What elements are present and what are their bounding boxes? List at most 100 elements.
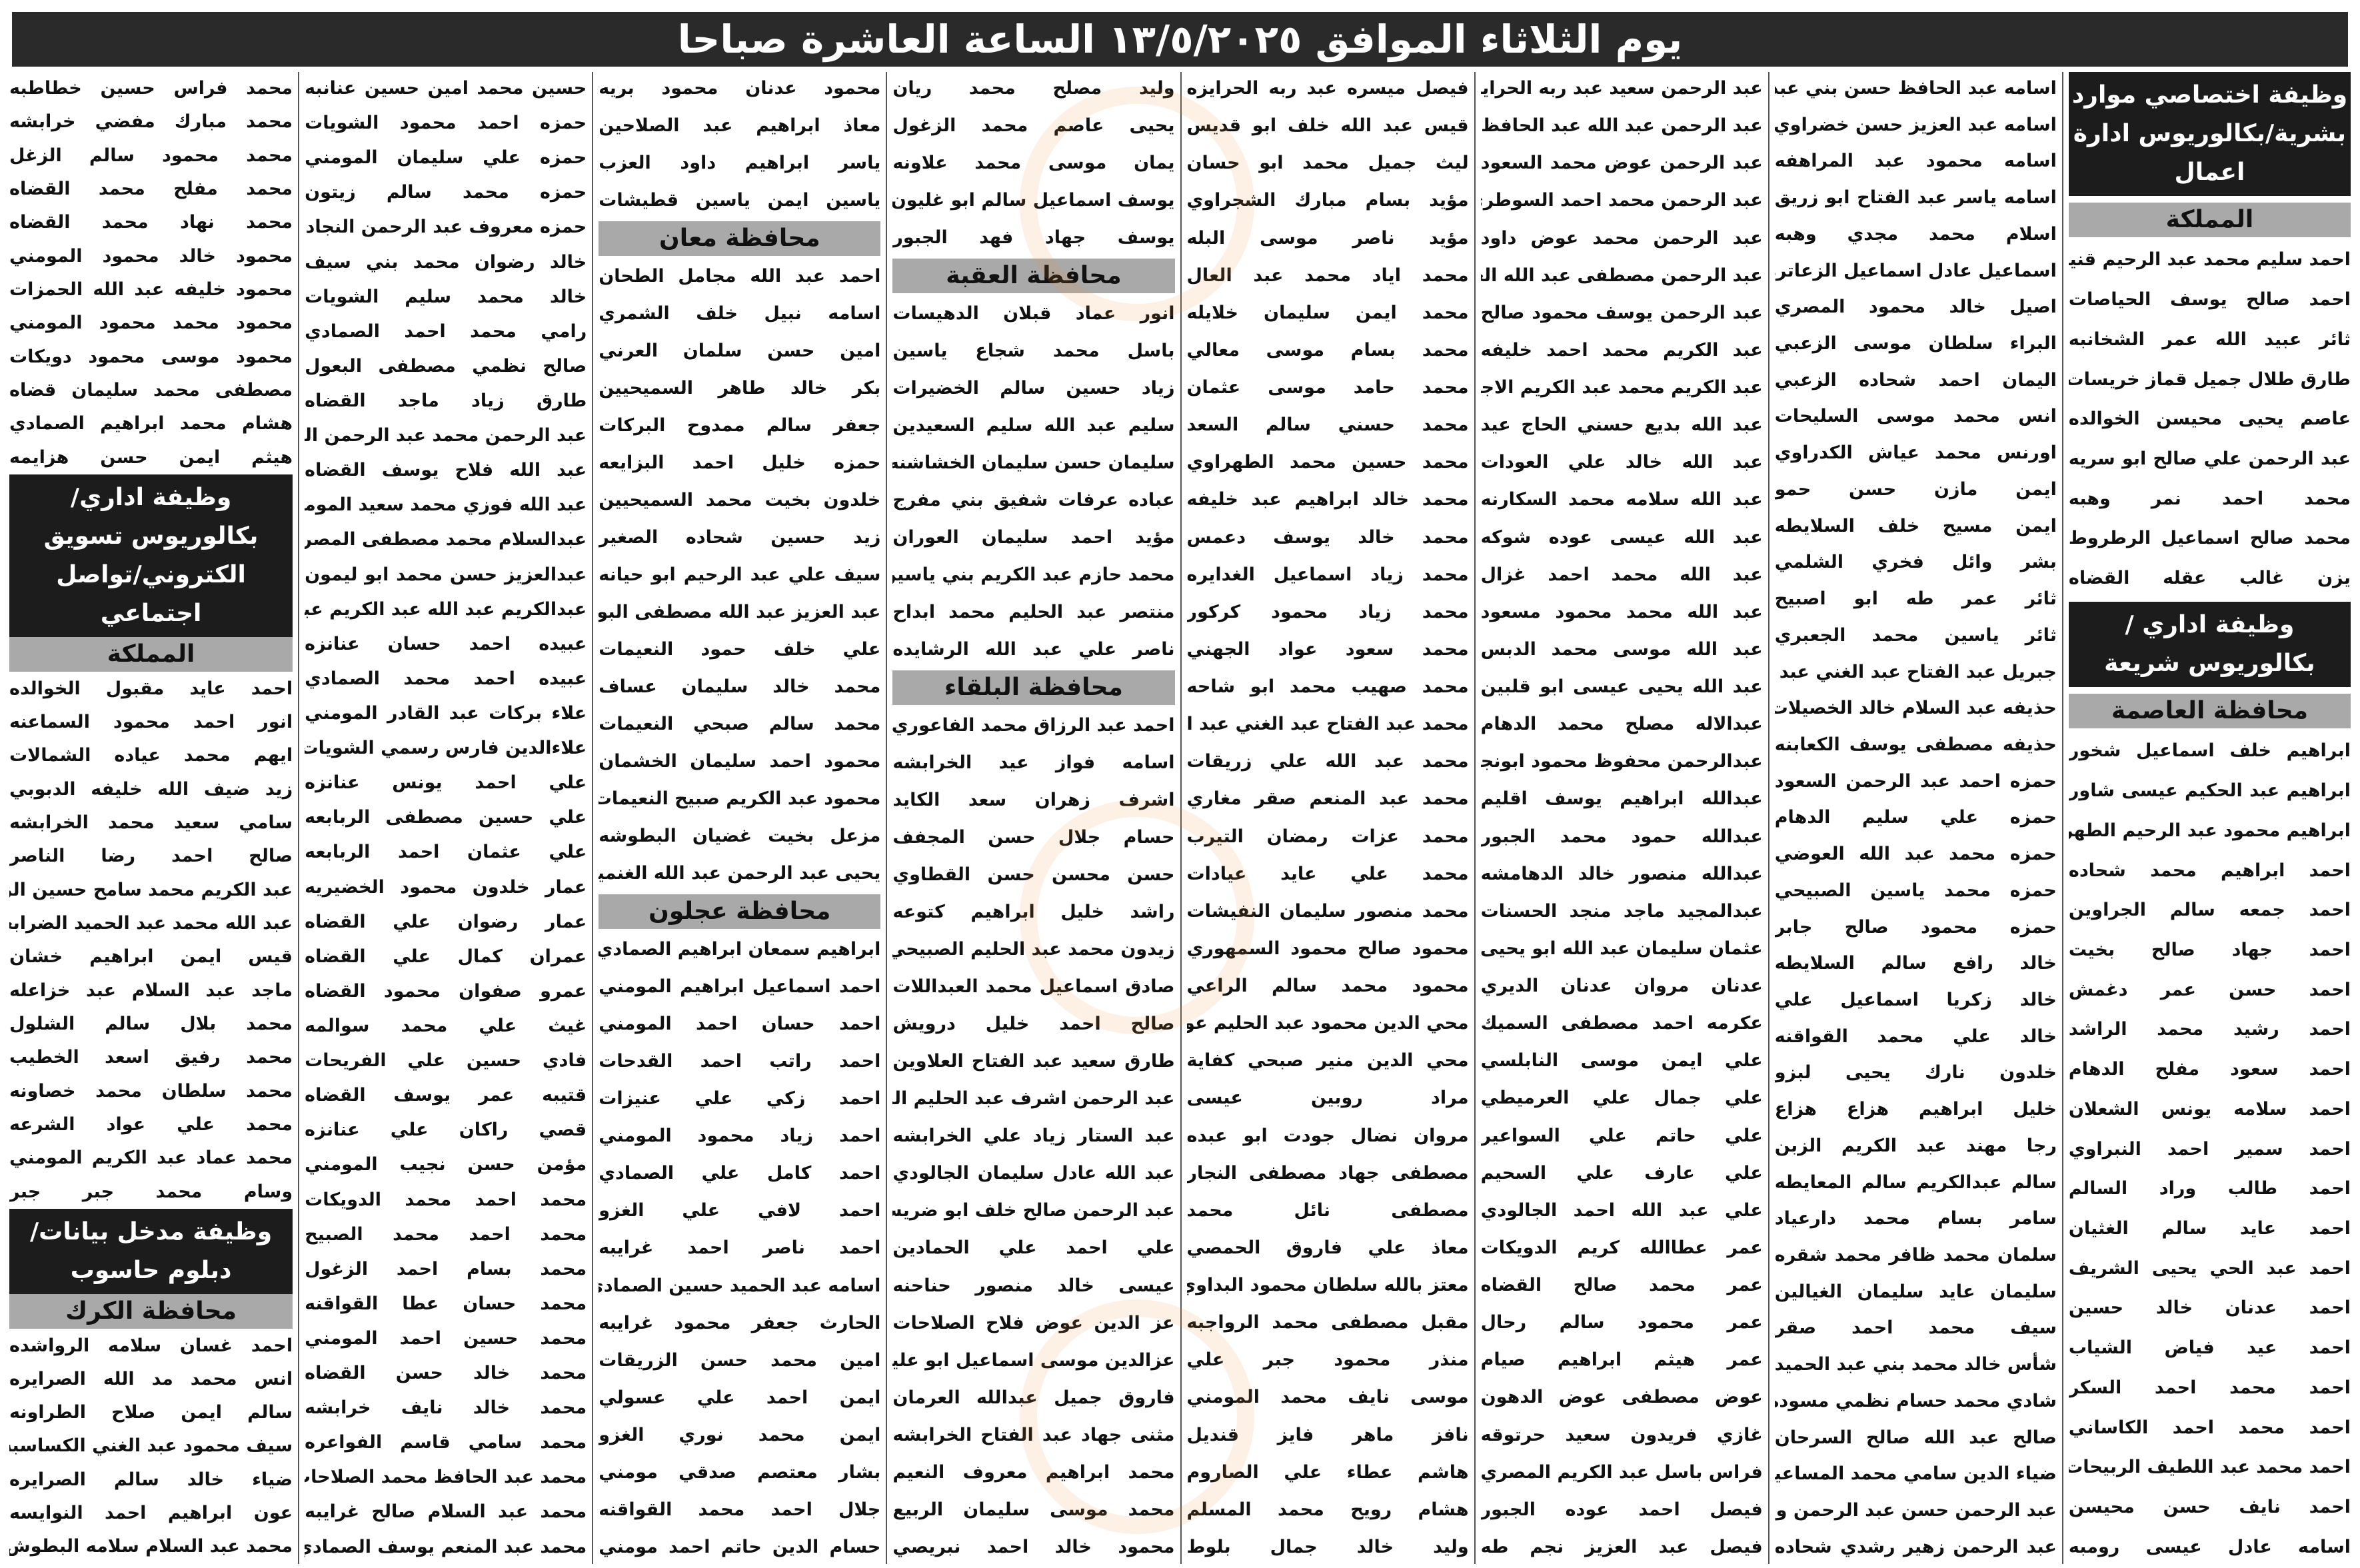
section-heading: وظيفة مدخل بيانات/دبلوم حاسوب xyxy=(9,1208,293,1294)
list-item: خالد علي محمد القواقنه xyxy=(1774,1026,2057,1047)
list-item: عبد الرحمن مصطفى عبد الله الغصون xyxy=(1481,265,1763,286)
list-item: محمد زياد محمود كركور xyxy=(1186,601,1469,622)
list-item: سامي سعيد محمد الخرابشه xyxy=(9,812,293,833)
list-item: مروان نضال جودت ابو عبده xyxy=(1186,1125,1469,1146)
column-8: محمد فراس حسين خطاطبه محمد مبارك مفضي خرا… xyxy=(4,72,298,1564)
list-item: محمد ابراهيم معروف النعيم xyxy=(892,1461,1175,1483)
list-item: جبريل عبد الفتاح عبد الغني عبد الفتاح xyxy=(1775,661,2057,682)
list-item: علي احمد علي الحمادين xyxy=(892,1237,1175,1259)
list-item: مؤمن حسن نجيب المومني xyxy=(305,1154,587,1176)
list-item: رامي محمد احمد الصمادي xyxy=(305,321,587,342)
list-item: سليمان عايد سليمان الغيالين xyxy=(1774,1281,2057,1302)
list-item: عبدالله ابراهيم يوسف اقليم xyxy=(1480,788,1763,810)
list-item: محمد حسين محمد الطهراوي xyxy=(1186,452,1469,473)
list-item: عبد الكريم محمد احمد خليفه xyxy=(1480,339,1763,361)
list-item: احمد عيد فياض الشياب xyxy=(2068,1337,2351,1359)
list-item: محمد خالد حسن القضاه xyxy=(305,1363,587,1384)
page-header: يوم الثلاثاء الموافق ١٣/٥/٢٠٢٥ الساعة ال… xyxy=(12,12,2348,67)
header-title: يوم الثلاثاء الموافق ١٣/٥/٢٠٢٥ الساعة ال… xyxy=(677,17,1683,62)
list-item: عمران كمال علي القضاه xyxy=(305,946,587,967)
list-item: طارق سعيد عبد الفتاح العلاوين xyxy=(892,1051,1175,1072)
column-5: وليد مصلح محمد ريان يحيى عاصم محمد الزغول… xyxy=(886,72,1180,1564)
list-item: يوسف جهاد فهد الجبور xyxy=(892,227,1175,249)
list-item: محمد حامد موسى عثمان xyxy=(1186,377,1469,398)
list-item: حسام الدين حاتم احمد مومني xyxy=(598,1536,881,1557)
list-item: اسامه عبد الحميد حسين الصمادي xyxy=(598,1275,881,1296)
list-item: محمود عدنان محمود بريه xyxy=(598,78,881,99)
section-heading: وظيفة اداري / بكالوريوس شريعة xyxy=(2068,601,2351,687)
list-item: صالح احمد رضا الناصر xyxy=(9,846,293,867)
list-item: عمر عطاالله كريم الدويكات xyxy=(1480,1237,1763,1258)
list-item: علي عثمان احمد الربابعه xyxy=(305,842,587,863)
list-item: زياد حسين سالم الخضيرات xyxy=(892,378,1175,399)
region-subheading: محافظة العاصمة xyxy=(2068,693,2351,728)
list-item: احمد حسن عمر دغمش xyxy=(2068,979,2351,1000)
list-item: ثائر عمر طه ابو اصبيح xyxy=(1774,588,2057,610)
list-item: خالد رافع سالم السلايطه xyxy=(1774,953,2057,974)
list-item: هيثم ايمن حسن هزايمه xyxy=(9,446,293,468)
list-item: حمزه محمد عبد الله العوضي xyxy=(1774,844,2057,865)
list-item: عاصم يحيى محيسن الخوالده xyxy=(2068,408,2351,430)
list-item: عبيده احمد حسان عنانزه xyxy=(305,633,587,654)
list-item: مصطفى جهاد مصطفى النجار xyxy=(1186,1162,1469,1183)
list-item: عبد الكريم محمد سامح حسين الزغول xyxy=(9,879,293,900)
list-item: عبد الله يحيى عيسى ابو قلبين xyxy=(1480,676,1763,697)
list-item: احمد زياد محمود المومني xyxy=(598,1126,881,1147)
list-item: سلمان محمد ظافر محمد شقره xyxy=(1774,1245,2057,1265)
list-item: حمزه محمد سالم زيتون xyxy=(305,182,587,203)
list-item: عمر هيثم ابراهيم صيام xyxy=(1480,1349,1763,1371)
list-item: ابراهيم عبد الحكيم عيسى شاور xyxy=(2068,780,2351,802)
list-item: عزالدين موسى اسماعيل ابو عليان xyxy=(892,1349,1175,1371)
list-item: احمد غسان سلامه الرواشده xyxy=(9,1335,293,1356)
list-item: علي احمد يونس عنانزه xyxy=(305,772,587,794)
list-item: محمد زياد اسماعيل الغدايره xyxy=(1186,564,1469,585)
list-item: احمد حسان احمد المومني xyxy=(598,1014,881,1035)
list-item: عدنان مروان عدنان الديري xyxy=(1480,976,1763,996)
list-item: عيسى خالد منصور حناحنه xyxy=(892,1275,1175,1296)
list-item: علاء بركات عبد القادر المومني xyxy=(305,702,587,724)
list-item: محمد احمد محمد الدويكات xyxy=(305,1189,587,1210)
list-item: سليمان حسن سليمان الخشاشنه xyxy=(892,452,1175,474)
list-item: اسامه نبيل خلف الشمري xyxy=(598,303,881,325)
list-item: ليث جميل محمد ابو حسان xyxy=(1186,153,1469,174)
list-item: علي خلف حمود النعيمات xyxy=(598,639,881,660)
list-item: عبدالله منصور خالد الدهامشه xyxy=(1480,863,1763,884)
list-item: خالد رضوان محمد بني سيف xyxy=(305,251,587,273)
column-1: وظيفة اختصاصي موارد بشرية/بكالوريوس ادار… xyxy=(2061,72,2356,1564)
list-item: اصيل خالد محمود المصري xyxy=(1774,297,2057,318)
list-item: محمود صالح محمود السمهوري xyxy=(1186,938,1469,959)
list-item: اسامه عادل عيسى رومبه xyxy=(2068,1536,2351,1557)
list-item: احمد اسماعيل ابراهيم المومني xyxy=(598,976,881,998)
list-item: علاءالدين فارس رسمي الشويات xyxy=(305,738,587,759)
list-item: احمد سليم محمد عبد الرحيم قنيشه xyxy=(2068,249,2351,271)
list-item: عبد الرحمن محمد احمد السوطري xyxy=(1480,190,1763,211)
list-item: غازي فريدون سعيد حرتوقه xyxy=(1480,1424,1763,1445)
list-item: احمد سعود مفلح الدهام xyxy=(2068,1059,2351,1080)
list-item: محمد خالد يوسف دعمس xyxy=(1186,526,1469,548)
list-item: جلال احمد محمد القواقنه xyxy=(598,1499,881,1520)
list-item: حمزه علي سليمان المومني xyxy=(305,147,587,169)
list-item: اسلام محمد مجدي وهبه xyxy=(1774,223,2057,245)
list-item: علي عبد الله احمد الجالودي xyxy=(1480,1199,1763,1221)
list-item: احمد عبد الله مجامل الطحان xyxy=(598,266,881,287)
list-item: محمد سامي قاسم الفواعره xyxy=(305,1432,587,1453)
list-item: اورنس محمد عياش الكدراوي xyxy=(1774,442,2057,464)
list-item: صالح احمد خليل درويش xyxy=(892,1014,1175,1035)
list-item: اشرف زهران سعد الكايد xyxy=(892,790,1175,811)
list-item: ناصر علي عبد الله الرشايده xyxy=(892,639,1175,660)
list-item: عثمان سليمان عبد الله ابو يحيى xyxy=(1480,938,1763,959)
list-item: احمد محمد عبد اللطيف الربيحات xyxy=(2068,1457,2351,1478)
list-item: علي جمال علي العرميطي xyxy=(1480,1088,1763,1109)
list-item: فاروق جميل عبدالله العرمان xyxy=(892,1387,1175,1408)
list-item: هشام رويح محمد المسلم xyxy=(1186,1499,1469,1520)
list-item: سامر بسام محمد دارعياد xyxy=(1774,1208,2057,1229)
list-item: احمد كامل علي الصمادي xyxy=(598,1163,881,1184)
list-item: محمد احمد نمر وهبه xyxy=(2068,488,2351,509)
list-item: غيث علي محمد سوالمه xyxy=(305,1015,587,1036)
list-item: احمد صالح يوسف الحياصات xyxy=(2068,289,2351,311)
list-item: حذيفه عبد السلام خالد الخصيلات xyxy=(1774,698,2057,719)
list-item: شأس خالد محمد بني عبد الحميد xyxy=(1774,1354,2057,1375)
list-item: عبد الله محمد عبد الحميد الضرابعه xyxy=(9,912,293,934)
list-item: طارق زياد ماجد القضاه xyxy=(305,390,587,411)
list-item: سالم ايمن صلاح الطراونه xyxy=(9,1402,293,1423)
